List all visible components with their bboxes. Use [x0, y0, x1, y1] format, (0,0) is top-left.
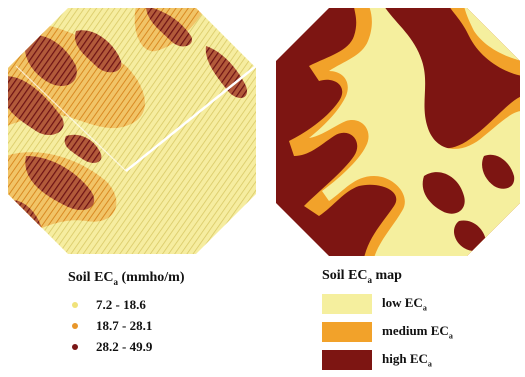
high-dot-icon: [72, 344, 78, 351]
medium-dot-icon: [72, 323, 78, 330]
point-legend-label-medium: 18.7 - 28.1: [96, 318, 153, 334]
zone-legend-high-sub: a: [427, 359, 432, 369]
soil-ec-zone-map: [276, 8, 520, 256]
low-dot-icon: [72, 302, 78, 309]
zone-legend-label-medium: medium ECa: [382, 323, 453, 341]
point-legend-item-medium: 18.7 - 28.1: [68, 316, 258, 337]
soil-ec-point-map: [8, 8, 256, 254]
zone-legend-medium-text: medium EC: [382, 323, 449, 338]
low-swatch: [322, 293, 372, 314]
zone-legend-title-text: Soil EC: [322, 268, 368, 283]
medium-swatch: [322, 321, 372, 342]
point-legend-label-high: 28.2 - 49.9: [96, 339, 153, 355]
point-legend-item-high: 28.2 - 49.9: [68, 337, 258, 358]
point-legend-title-text: Soil EC: [68, 270, 114, 285]
zone-legend-medium-sub: a: [448, 331, 453, 341]
point-legend-item-low: 7.2 - 18.6: [68, 295, 258, 316]
zone-legend-item-low: low ECa: [322, 293, 522, 315]
zone-legend-label-high: high ECa: [382, 351, 432, 369]
zone-legend-title-sub: a: [367, 274, 373, 285]
point-legend-title-unit: (mmho/m): [118, 270, 185, 285]
point-legend-title-sub: a: [113, 276, 119, 287]
zone-legend-high-text: high EC: [382, 351, 428, 366]
zone-legend-item-high: high ECa: [322, 349, 522, 371]
zone-legend-item-medium: medium ECa: [322, 321, 522, 343]
point-map-legend: Soil ECa (mmho/m) 7.2 - 18.6 18.7 - 28.1…: [68, 270, 258, 358]
high-swatch: [322, 349, 372, 370]
zone-legend-title: Soil ECa map: [322, 268, 522, 285]
point-legend-title: Soil ECa (mmho/m): [68, 270, 258, 287]
zone-legend-title-suffix: map: [372, 268, 402, 283]
zone-legend-low-sub: a: [422, 303, 427, 313]
zone-legend-label-low: low ECa: [382, 295, 427, 313]
zone-map-legend: Soil ECa map low ECa medium ECa high ECa: [322, 268, 522, 377]
zone-legend-low-text: low EC: [382, 295, 423, 310]
point-legend-label-low: 7.2 - 18.6: [96, 297, 146, 313]
